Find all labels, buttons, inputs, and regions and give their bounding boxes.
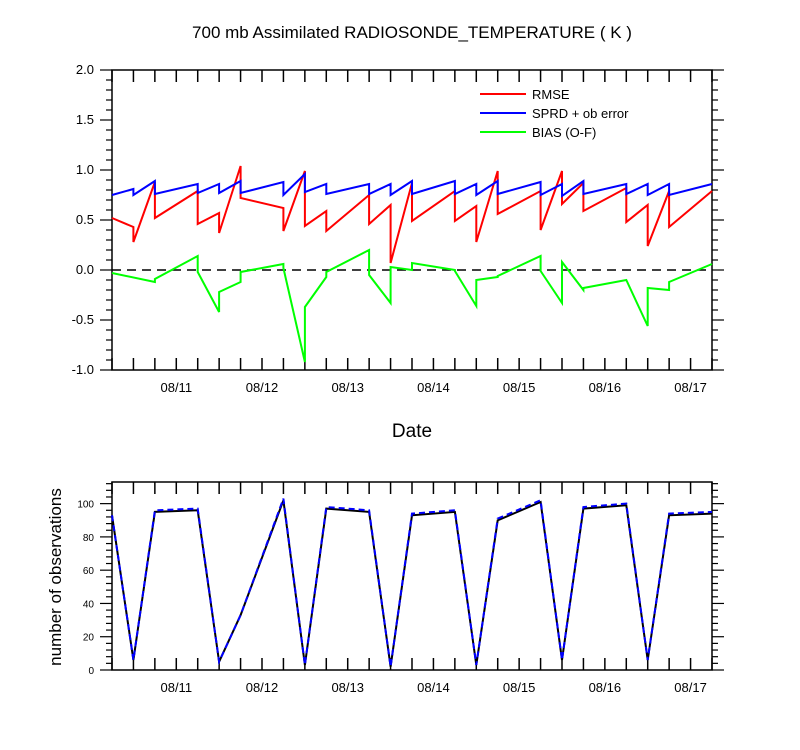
obs-count-line (111, 499, 713, 667)
y-tick-label: 100 (77, 500, 94, 511)
x-tick-label: 08/15 (503, 380, 536, 395)
y-tick-label: 2.0 (76, 62, 94, 77)
y-tick-label: 40 (83, 599, 95, 610)
x-tick-label: 08/11 (160, 380, 192, 395)
y-tick-label: 0 (88, 666, 94, 677)
y-tick-label: -0.5 (72, 312, 94, 327)
x-tick-label: 08/12 (246, 680, 279, 695)
x-tick-label: 08/15 (503, 680, 536, 695)
x-tick-label: 08/13 (331, 380, 364, 395)
y-tick-label: 0.0 (76, 262, 94, 277)
y-tick-label: 0.5 (76, 212, 94, 227)
x-tick-label: 08/11 (160, 680, 192, 695)
y-tick-label: 60 (83, 566, 95, 577)
plot-frame (111, 481, 713, 671)
chart-title: 700 mb Assimilated RADIOSONDE_TEMPERATUR… (192, 23, 632, 42)
x-axis-label: Date (392, 421, 432, 442)
legend: RMSE SPRD + ob error BIAS (O-F) (480, 87, 629, 140)
x-tick-label: 08/16 (589, 380, 622, 395)
legend-bias-label: BIAS (O-F) (532, 125, 596, 140)
y-tick-label: 1.0 (76, 162, 94, 177)
top-plot: 08/11 08/12 08/13 08/14 08/15 08/16 08/17 -1.0 -… (72, 62, 724, 395)
y-tick-label: -1.0 (72, 362, 94, 377)
x-tick-label: 08/14 (417, 380, 450, 395)
y-tick-label: 80 (83, 533, 95, 544)
obs-count-dashed-line (111, 498, 713, 667)
x-tick-label: 08/16 (589, 680, 622, 695)
y-axis-label: number of observations (46, 488, 65, 666)
x-tick-label: 08/13 (331, 680, 364, 695)
legend-sprd-label: SPRD + ob error (532, 106, 629, 121)
legend-rmse-label: RMSE (532, 87, 570, 102)
y-tick-label: 1.5 (76, 112, 94, 127)
y-tick-label: 20 (83, 633, 95, 644)
series-sprd-line (111, 171, 713, 198)
series-bias-line (111, 248, 713, 363)
x-tick-label: 08/14 (417, 680, 450, 695)
x-tick-label: 08/17 (674, 380, 707, 395)
series-rmse-line (111, 165, 713, 264)
bottom-plot: 08/11 08/12 08/13 08/14 08/15 08/16 08/17 0 20 40… (77, 481, 724, 695)
x-tick-label: 08/12 (246, 380, 279, 395)
x-tick-label: 08/17 (674, 680, 707, 695)
